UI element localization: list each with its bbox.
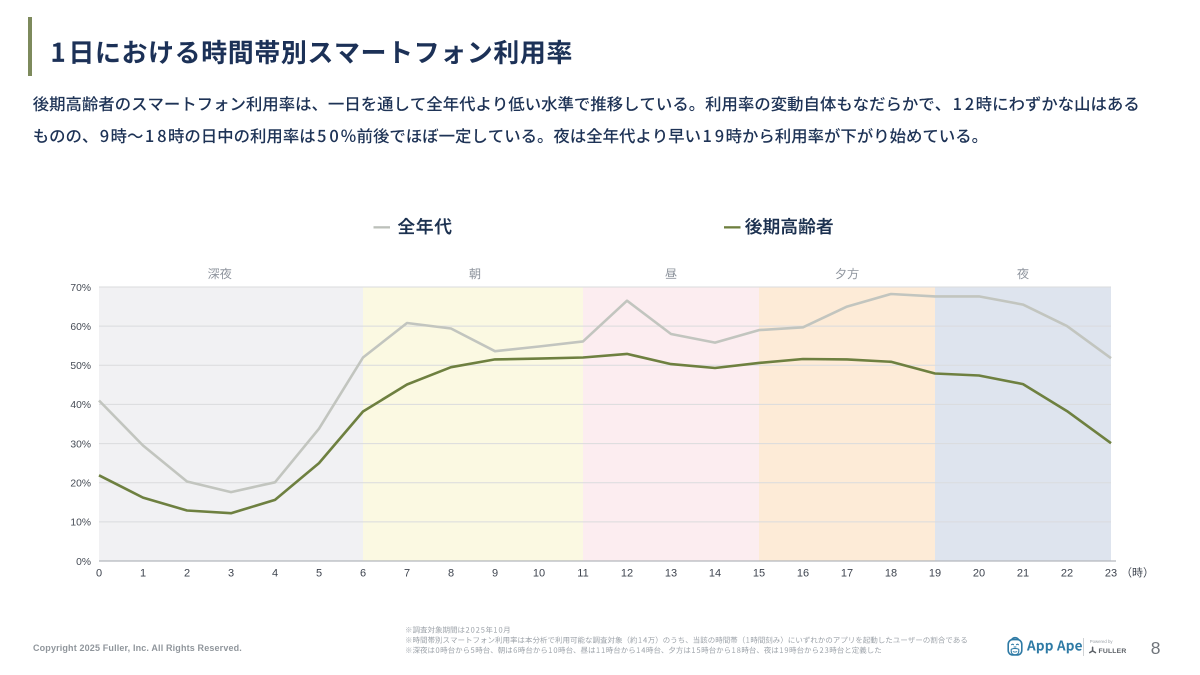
svg-text:21: 21 xyxy=(1017,568,1029,580)
svg-text:5: 5 xyxy=(316,568,322,580)
svg-text:8: 8 xyxy=(1151,638,1161,658)
svg-text:70%: 70% xyxy=(70,283,91,294)
svg-text:15: 15 xyxy=(753,568,765,580)
svg-text:4: 4 xyxy=(272,568,278,580)
svg-text:3: 3 xyxy=(228,568,234,580)
svg-text:17: 17 xyxy=(841,568,853,580)
svg-text:1: 1 xyxy=(140,568,146,580)
svg-text:0: 0 xyxy=(96,568,102,580)
svg-text:7: 7 xyxy=(404,568,410,580)
svg-text:10: 10 xyxy=(533,568,545,580)
svg-text:18: 18 xyxy=(885,568,897,580)
svg-text:Copyright 2025 Fuller, Inc. Al: Copyright 2025 Fuller, Inc. All Rights R… xyxy=(33,643,242,653)
svg-text:60%: 60% xyxy=(70,322,91,333)
svg-text:11: 11 xyxy=(577,568,588,580)
svg-text:8: 8 xyxy=(448,568,454,580)
svg-text:22: 22 xyxy=(1061,568,1073,580)
svg-text:6: 6 xyxy=(360,568,366,580)
svg-text:14: 14 xyxy=(709,568,721,580)
svg-text:13: 13 xyxy=(665,568,677,580)
svg-text:20%: 20% xyxy=(70,479,91,490)
svg-text:16: 16 xyxy=(797,568,809,580)
svg-text:23: 23 xyxy=(1105,568,1117,580)
svg-text:40%: 40% xyxy=(70,400,91,411)
svg-text:50%: 50% xyxy=(70,361,91,372)
svg-text:9: 9 xyxy=(492,568,498,580)
svg-text:0%: 0% xyxy=(76,557,91,568)
svg-text:2: 2 xyxy=(184,568,190,580)
svg-text:19: 19 xyxy=(929,568,941,580)
svg-text:20: 20 xyxy=(973,568,985,580)
svg-text:10%: 10% xyxy=(70,518,91,529)
svg-text:Powered by: Powered by xyxy=(1090,639,1114,644)
svg-text:12: 12 xyxy=(621,568,633,580)
svg-text:30%: 30% xyxy=(70,439,91,450)
svg-text:FULLER: FULLER xyxy=(1099,648,1127,655)
